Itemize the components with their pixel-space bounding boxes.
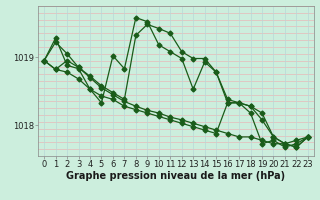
X-axis label: Graphe pression niveau de la mer (hPa): Graphe pression niveau de la mer (hPa) — [67, 171, 285, 181]
